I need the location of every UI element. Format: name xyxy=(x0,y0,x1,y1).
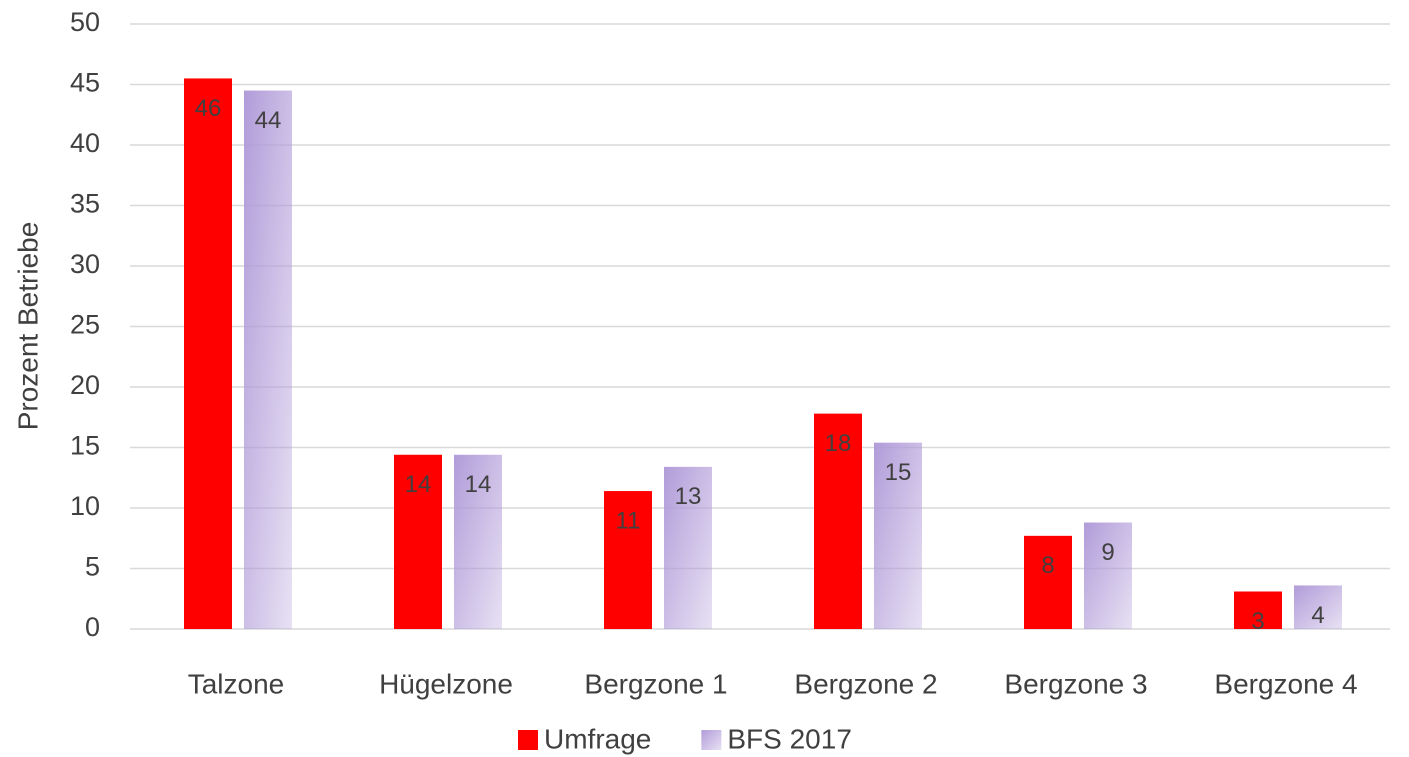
y-tick-label: 50 xyxy=(70,7,100,37)
data-label: 14 xyxy=(465,471,492,498)
data-label: 8 xyxy=(1041,552,1054,579)
bar xyxy=(394,454,442,629)
y-tick-label: 40 xyxy=(70,128,100,158)
data-label: 15 xyxy=(885,459,912,486)
data-label: 3 xyxy=(1251,608,1264,635)
y-tick-label: 20 xyxy=(70,370,100,400)
data-label: 11 xyxy=(616,507,641,534)
bar xyxy=(604,491,652,629)
x-tick-label: Bergzone 4 xyxy=(1214,668,1357,699)
bar xyxy=(1294,585,1342,629)
data-label: 14 xyxy=(405,471,432,498)
bar xyxy=(1234,591,1282,629)
legend-label: BFS 2017 xyxy=(727,723,852,754)
x-tick-label: Bergzone 1 xyxy=(584,668,727,699)
y-tick-label: 30 xyxy=(70,249,100,279)
y-tick-label: 25 xyxy=(70,310,100,340)
data-label: 18 xyxy=(825,430,852,457)
data-label: 46 xyxy=(195,95,222,122)
bar xyxy=(1024,535,1072,629)
x-tick-label: Bergzone 3 xyxy=(1004,668,1147,699)
bar xyxy=(1084,522,1132,629)
y-tick-label: 10 xyxy=(70,491,100,521)
x-tick-label: Talzone xyxy=(188,668,285,699)
y-tick-label: 15 xyxy=(70,431,100,461)
data-label: 44 xyxy=(255,107,282,134)
data-label: 13 xyxy=(675,483,702,510)
y-axis-label: Prozent Betriebe xyxy=(12,222,43,431)
data-label: 4 xyxy=(1311,602,1324,629)
bar xyxy=(814,413,862,629)
bar xyxy=(874,442,922,629)
y-tick-label: 5 xyxy=(85,552,100,582)
bar xyxy=(454,454,502,629)
legend-swatch xyxy=(518,730,538,750)
bar xyxy=(184,78,232,629)
x-tick-label: Bergzone 2 xyxy=(794,668,937,699)
bar xyxy=(664,466,712,629)
bar xyxy=(244,90,292,630)
data-label: 9 xyxy=(1101,539,1114,566)
legend-swatch xyxy=(701,730,722,750)
x-tick-label: Hügelzone xyxy=(379,668,513,699)
y-tick-label: 35 xyxy=(70,189,100,219)
y-tick-label: 45 xyxy=(70,68,100,98)
legend-label: Umfrage xyxy=(544,723,651,754)
y-tick-label: 0 xyxy=(85,612,100,642)
